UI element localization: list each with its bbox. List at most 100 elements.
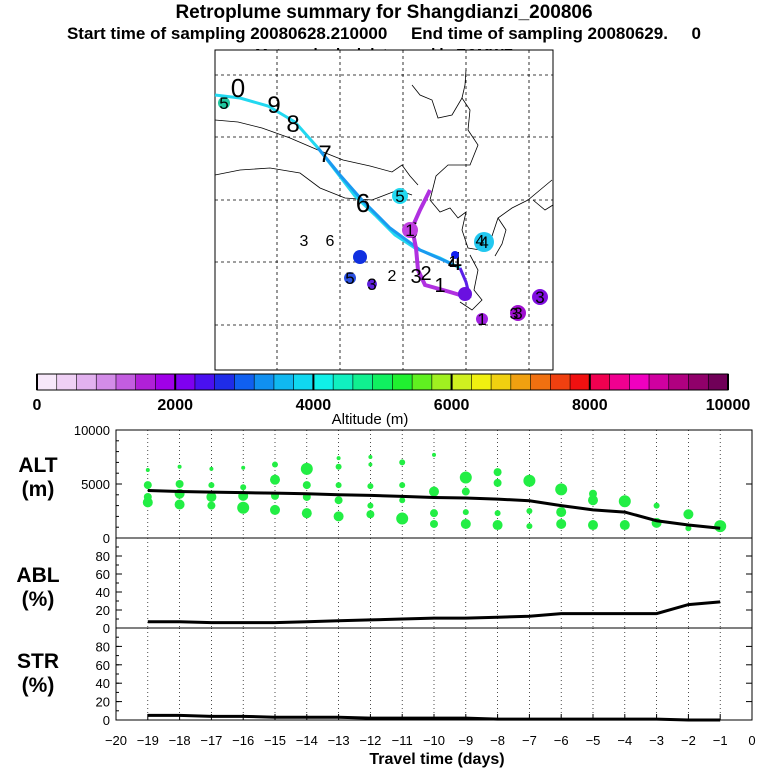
alt-axis-label: ALT (m) (8, 454, 68, 502)
sampling-end-tail: 0 (691, 24, 702, 43)
altitude-dot (619, 520, 630, 531)
trajectory-day-label: 7 (318, 141, 331, 168)
trajectory-day-label: 1 (434, 275, 445, 297)
cluster-label: 6 (326, 233, 335, 250)
abl-axis-label: ABL (%) (8, 564, 68, 612)
colorbar-tick-label: 4000 (296, 397, 332, 414)
colorbar-tick-label: 6000 (434, 397, 470, 414)
alt-panel: 0 5000 10000 (74, 423, 753, 546)
altitude-dot (270, 474, 280, 485)
altitude-dot (555, 483, 568, 496)
altitude-dot (174, 499, 185, 510)
altitude-dot (492, 520, 503, 531)
altitude-dot (493, 478, 502, 487)
x-tick-label: −1 (713, 733, 728, 748)
y-tick-label: 20 (96, 603, 110, 618)
cluster-label: 4 (476, 233, 485, 250)
colorbar-swatch (392, 374, 413, 390)
x-tick-label: −18 (169, 733, 191, 748)
str-panel: 0 20 40 60 80 (96, 627, 753, 728)
altitude-dot (588, 520, 598, 531)
altitude-dot (432, 452, 436, 457)
cluster-label: 3 (300, 233, 309, 250)
x-tick-label: −3 (649, 733, 664, 748)
altitude-dot (493, 468, 502, 477)
colorbar-swatch (471, 374, 492, 390)
altitude-dot (399, 482, 406, 489)
x-tick-label: −8 (490, 733, 505, 748)
x-tick-label: −7 (522, 733, 537, 748)
colorbar-swatch (570, 374, 591, 390)
colorbar-swatch (609, 374, 630, 390)
sampling-times: Start time of sampling 20080628.210000 E… (0, 24, 768, 44)
colorbar-swatch (155, 374, 176, 390)
colorbar-swatch (668, 374, 690, 390)
altitude-dot (145, 467, 150, 472)
altitude-dot (460, 518, 471, 529)
altitude-dot (335, 463, 342, 470)
x-tick-label: −11 (392, 733, 413, 748)
y-tick-label: 0 (103, 531, 110, 546)
cluster-marker (367, 279, 377, 289)
y-tick-label: 40 (96, 676, 110, 691)
colorbar-swatch (629, 374, 650, 390)
str-label-line1: STR (17, 650, 59, 673)
colorbar-swatch (550, 374, 571, 390)
colorbar-swatch (194, 374, 216, 390)
altitude-dot (429, 486, 439, 497)
altitude-dot (333, 511, 344, 522)
altitude-dot (396, 512, 409, 525)
trajectory-map: 0987654321554533311362134 (214, 49, 554, 371)
colorbar-swatch (76, 374, 97, 390)
altitude-mean-line (147, 488, 721, 530)
altitude-dot (653, 502, 660, 509)
trajectory-day-label: 9 (267, 92, 280, 119)
colorbar-label: Altitude (m) (332, 411, 409, 428)
colorbar-swatch (589, 374, 611, 390)
colorbar-swatch (708, 374, 729, 390)
cluster-label: 1 (405, 221, 414, 240)
altitude-dot (461, 487, 470, 496)
altitude-dot (526, 523, 533, 530)
altitude-dot (556, 518, 567, 529)
colorbar-swatch (491, 374, 512, 390)
altitude-dot (367, 502, 374, 509)
altitude-dot (366, 510, 375, 519)
trajectory-day-label: 3 (410, 266, 421, 288)
x-tick-label: −2 (681, 733, 696, 748)
str-axis-label: STR (%) (8, 650, 68, 698)
altitude-dot (241, 465, 246, 470)
x-tick-label: −10 (423, 733, 445, 748)
altitude-dot (272, 461, 278, 468)
altitude-dot (237, 501, 250, 514)
map-border (214, 119, 419, 186)
cluster-label: 2 (388, 268, 397, 285)
colorbar-tick-label: 10000 (706, 397, 751, 414)
trajectory-day-label: 6 (356, 188, 370, 218)
colorbar-swatch (56, 374, 77, 390)
colorbar-swatch (451, 374, 472, 390)
cluster-marker (402, 222, 418, 238)
trajectory-line-recent (409, 189, 471, 300)
colorbar-tick-label: 2000 (157, 397, 193, 414)
colorbar-swatch (352, 374, 374, 390)
altitude-dot (685, 525, 692, 532)
alt-label-line2: (m) (21, 478, 55, 501)
altitude-dot (142, 497, 153, 508)
colorbar-swatch (234, 374, 255, 390)
abl-panel: 0 20 40 60 80 (96, 537, 753, 636)
x-tick-label: −20 (105, 733, 127, 748)
x-tick-label: 0 (748, 733, 755, 748)
cluster-marker (218, 97, 230, 109)
y-tick-label: 10000 (74, 423, 110, 438)
y-tick-label: 40 (96, 585, 110, 600)
colorbar-tick-label: 0 (33, 397, 42, 414)
altitude-dot (335, 482, 342, 489)
cluster-marker (476, 313, 488, 325)
x-tick-label: −5 (586, 733, 601, 748)
colorbar-swatch (273, 374, 295, 390)
map-border (429, 179, 553, 251)
colorbar-swatch (37, 374, 58, 390)
altitude-dot (618, 495, 631, 508)
altitude-dot (175, 480, 184, 488)
